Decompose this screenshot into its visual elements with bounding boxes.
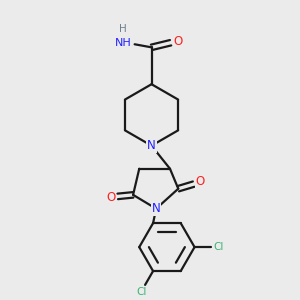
Text: O: O (106, 191, 116, 204)
Text: N: N (147, 139, 156, 152)
Text: NH₂: NH₂ (113, 38, 133, 48)
Text: N: N (152, 202, 161, 215)
Text: Cl: Cl (136, 286, 146, 297)
Text: O: O (174, 35, 183, 48)
Text: NH: NH (115, 38, 131, 48)
Text: O: O (196, 175, 205, 188)
Text: H: H (119, 24, 127, 34)
Text: Cl: Cl (213, 242, 224, 252)
